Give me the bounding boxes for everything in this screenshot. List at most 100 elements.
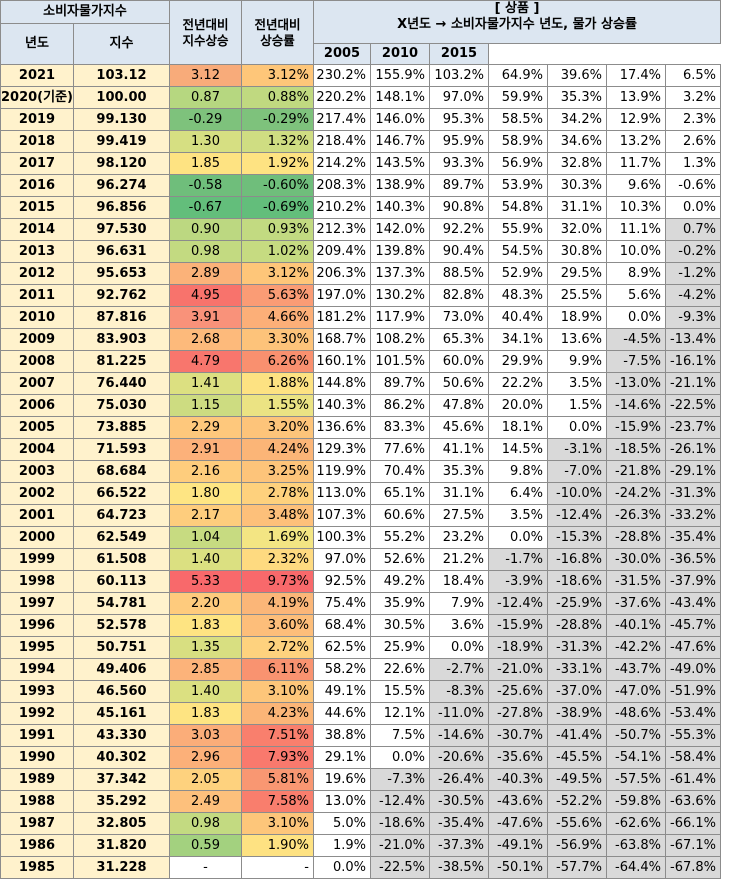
goods-value-cell[interactable]: 60.6% (370, 504, 430, 527)
yoy-index-cell[interactable]: 2.17 (169, 504, 242, 527)
year-cell[interactable]: 2005 (0, 416, 74, 439)
yoy-rate-cell[interactable]: 3.12% (241, 262, 314, 285)
goods-value-cell[interactable]: 18.9% (547, 306, 607, 329)
goods-value-cell[interactable]: -13.4% (665, 328, 721, 351)
index-cell[interactable]: 32.805 (73, 812, 170, 835)
yoy-rate-cell[interactable]: 1.92% (241, 152, 314, 175)
goods-value-cell[interactable]: -37.6% (606, 592, 666, 615)
goods-value-cell[interactable]: -7.3% (370, 768, 430, 791)
yoy-index-cell[interactable]: 0.87 (169, 86, 242, 109)
yoy-rate-cell[interactable]: - (241, 856, 314, 879)
goods-value-cell[interactable]: 64.9% (488, 64, 548, 87)
goods-value-cell[interactable]: -7.5% (606, 350, 666, 373)
goods-value-cell[interactable]: -62.6% (606, 812, 666, 835)
yoy-index-cell[interactable]: 1.83 (169, 614, 242, 637)
year-cell[interactable]: 1998 (0, 570, 74, 593)
yoy-index-cell[interactable]: 0.90 (169, 218, 242, 241)
yoy-index-cell[interactable]: 2.49 (169, 790, 242, 813)
goods-value-cell[interactable]: 130.2% (370, 284, 430, 307)
goods-value-cell[interactable]: 214.2% (313, 152, 371, 175)
goods-value-cell[interactable]: 15.5% (370, 680, 430, 703)
index-cell[interactable]: 35.292 (73, 790, 170, 813)
yoy-index-cell[interactable]: 0.98 (169, 812, 242, 835)
goods-value-cell[interactable]: 45.6% (429, 416, 489, 439)
goods-value-cell[interactable]: -15.3% (547, 526, 607, 549)
goods-value-cell[interactable]: 1.9% (313, 834, 371, 857)
index-cell[interactable]: 50.751 (73, 636, 170, 659)
goods-value-cell[interactable]: -4.5% (606, 328, 666, 351)
goods-value-cell[interactable]: -13.0% (606, 372, 666, 395)
yoy-rate-cell[interactable]: 5.63% (241, 284, 314, 307)
goods-value-cell[interactable]: -57.5% (606, 768, 666, 791)
yoy-index-cell[interactable]: 4.79 (169, 350, 242, 373)
goods-value-cell[interactable]: 13.2% (606, 130, 666, 153)
index-cell[interactable]: 103.12 (73, 64, 170, 87)
goods-value-cell[interactable]: -24.2% (606, 482, 666, 505)
year-cell[interactable]: 2021 (0, 64, 74, 87)
yoy-index-cell[interactable]: - (169, 856, 242, 879)
goods-value-cell[interactable]: -20.6% (429, 746, 489, 769)
yoy-rate-cell[interactable]: 3.20% (241, 416, 314, 439)
index-cell[interactable]: 96.631 (73, 240, 170, 263)
goods-value-cell[interactable]: 97.0% (429, 86, 489, 109)
year-cell[interactable]: 2007 (0, 372, 74, 395)
yoy-rate-cell[interactable]: -0.60% (241, 174, 314, 197)
goods-value-cell[interactable]: 90.4% (429, 240, 489, 263)
goods-value-cell[interactable]: -49.5% (547, 768, 607, 791)
goods-value-cell[interactable]: -49.1% (488, 834, 548, 857)
goods-value-cell[interactable]: -14.6% (606, 394, 666, 417)
goods-value-cell[interactable]: 208.3% (313, 174, 371, 197)
goods-value-cell[interactable]: -47.6% (488, 812, 548, 835)
yoy-rate-cell[interactable]: 6.26% (241, 350, 314, 373)
goods-value-cell[interactable]: -3.1% (547, 438, 607, 461)
goods-value-cell[interactable]: 143.5% (370, 152, 430, 175)
goods-value-cell[interactable]: -58.4% (665, 746, 721, 769)
goods-value-cell[interactable]: 1.3% (665, 152, 721, 175)
yoy-rate-cell[interactable]: 3.10% (241, 680, 314, 703)
yoy-index-cell[interactable]: 1.40 (169, 548, 242, 571)
yoy-index-cell[interactable]: 2.29 (169, 416, 242, 439)
year-cell[interactable]: 2006 (0, 394, 74, 417)
yoy-index-cell[interactable]: 2.16 (169, 460, 242, 483)
goods-value-cell[interactable]: 6.4% (488, 482, 548, 505)
yoy-index-cell[interactable]: 2.05 (169, 768, 242, 791)
goods-value-cell[interactable]: 117.9% (370, 306, 430, 329)
goods-value-cell[interactable]: 95.3% (429, 108, 489, 131)
goods-value-cell[interactable]: 7.9% (429, 592, 489, 615)
goods-value-cell[interactable]: -40.1% (606, 614, 666, 637)
goods-value-cell[interactable]: 65.3% (429, 328, 489, 351)
goods-value-cell[interactable]: 30.8% (547, 240, 607, 263)
goods-value-cell[interactable]: 86.2% (370, 394, 430, 417)
goods-value-cell[interactable]: -15.9% (606, 416, 666, 439)
yoy-rate-cell[interactable]: -0.69% (241, 196, 314, 219)
goods-value-cell[interactable]: 2.6% (665, 130, 721, 153)
goods-value-cell[interactable]: 160.1% (313, 350, 371, 373)
goods-value-cell[interactable]: 155.9% (370, 64, 430, 87)
year-cell[interactable]: 2010 (0, 306, 74, 329)
goods-value-cell[interactable]: 73.0% (429, 306, 489, 329)
goods-value-cell[interactable]: 107.3% (313, 504, 371, 527)
year-cell[interactable]: 2020(기준) (0, 86, 74, 109)
goods-value-cell[interactable]: 18.1% (488, 416, 548, 439)
yoy-index-cell[interactable]: 3.03 (169, 724, 242, 747)
year-cell[interactable]: 1992 (0, 702, 74, 725)
goods-value-cell[interactable]: 29.1% (313, 746, 371, 769)
goods-value-cell[interactable]: 32.8% (547, 152, 607, 175)
goods-value-cell[interactable]: 58.5% (488, 108, 548, 131)
goods-value-cell[interactable]: -55.6% (547, 812, 607, 835)
goods-value-cell[interactable]: 40.4% (488, 306, 548, 329)
goods-value-cell[interactable]: 21.2% (429, 548, 489, 571)
goods-value-cell[interactable]: 12.9% (606, 108, 666, 131)
goods-value-cell[interactable]: -37.9% (665, 570, 721, 593)
yoy-rate-cell[interactable]: 7.93% (241, 746, 314, 769)
year-cell[interactable]: 2004 (0, 438, 74, 461)
goods-value-cell[interactable]: -28.8% (606, 526, 666, 549)
index-cell[interactable]: 45.161 (73, 702, 170, 725)
year-cell[interactable]: 1990 (0, 746, 74, 769)
goods-value-cell[interactable]: 18.4% (429, 570, 489, 593)
goods-value-cell[interactable]: 68.4% (313, 614, 371, 637)
goods-value-cell[interactable]: -41.4% (547, 724, 607, 747)
yoy-index-cell[interactable]: 2.85 (169, 658, 242, 681)
index-cell[interactable]: 96.856 (73, 196, 170, 219)
goods-value-cell[interactable]: -16.8% (547, 548, 607, 571)
